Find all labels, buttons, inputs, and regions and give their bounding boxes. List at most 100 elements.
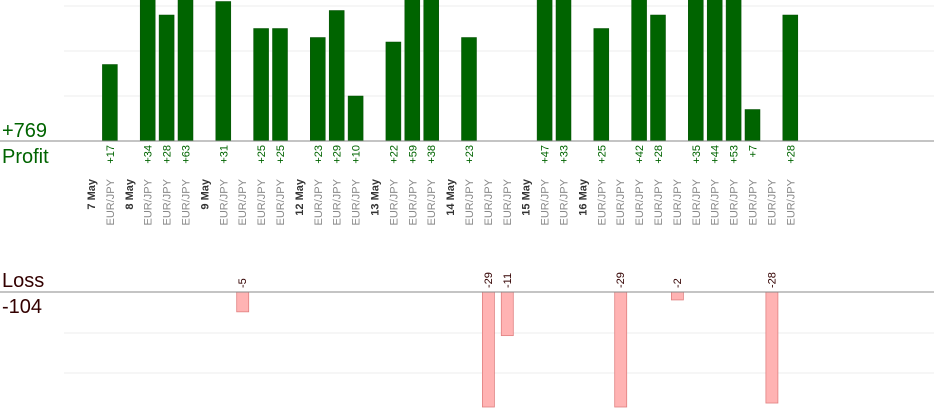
profit-bar: [650, 14, 666, 142]
profit-value-label: +25: [256, 145, 268, 164]
pair-label: EUR/JPY: [464, 178, 476, 225]
loss-bar: [236, 291, 250, 313]
loss-value-label: -5: [237, 278, 249, 288]
profit-value-label: +7: [748, 145, 760, 158]
pair-label: EUR/JPY: [162, 178, 174, 225]
pair-label: EUR/JPY: [105, 178, 117, 225]
profit-bar: [328, 10, 345, 142]
profit-value-label: +42: [634, 145, 646, 164]
profit-bar: [139, 0, 156, 142]
profit-bar: [310, 37, 326, 142]
loss-value-label: -28: [766, 272, 778, 288]
profit-value-label: +23: [313, 145, 325, 164]
profit-bar: [177, 0, 194, 142]
profit-value-label: +53: [729, 145, 741, 164]
pair-label: EUR/JPY: [275, 178, 287, 225]
pair-label: EUR/JPY: [143, 178, 155, 225]
profit-value-label: +29: [332, 145, 344, 164]
profit-bar: [536, 0, 553, 142]
pair-label: EUR/JPY: [559, 178, 571, 225]
profit-value-label: +23: [464, 145, 476, 164]
loss-total: -104: [2, 296, 42, 318]
profit-bar: [688, 0, 704, 142]
loss-bar: [671, 291, 684, 301]
pair-label: EUR/JPY: [710, 178, 722, 225]
profit-bar: [631, 0, 647, 142]
day-label: 8 May: [124, 178, 136, 209]
pair-label: EUR/JPY: [691, 178, 703, 225]
profit-label: Profit: [2, 146, 49, 168]
day-label: 13 May: [370, 178, 382, 216]
profit-bar: [385, 41, 402, 142]
profit-value-label: +28: [653, 145, 665, 164]
pair-label: EUR/JPY: [388, 178, 400, 225]
pair-label: EUR/JPY: [237, 178, 249, 225]
pair-label: EUR/JPY: [615, 178, 627, 225]
pair-label: EUR/JPY: [483, 178, 495, 225]
profit-value-label: +59: [407, 145, 419, 164]
loss-value-label: -29: [615, 272, 627, 288]
labels-layer: 7 May EUR/JPY +17 8 May EUR/JPY +34 EUR/JPY +28…: [86, 145, 797, 288]
pair-label: EUR/JPY: [181, 178, 193, 225]
loss-bar: [765, 291, 779, 404]
pair-label: EUR/JPY: [426, 178, 438, 225]
pair-label: EUR/JPY: [351, 178, 363, 225]
day-label: 7 May: [86, 178, 98, 209]
profit-grid: [64, 5, 934, 97]
profit-bar: [555, 0, 572, 142]
profit-value-label: +47: [540, 145, 552, 164]
profit-value-label: +33: [559, 145, 571, 164]
pair-label: EUR/JPY: [256, 178, 268, 225]
bars-layer: [102, 0, 799, 408]
pair-label: EUR/JPY: [313, 178, 325, 225]
profit-bar: [423, 0, 439, 142]
pair-label: EUR/JPY: [672, 178, 684, 225]
profit-bar: [725, 0, 742, 142]
profit-bar: [461, 37, 477, 142]
pair-label: EUR/JPY: [407, 178, 419, 225]
profit-value-label: +35: [691, 145, 703, 164]
profit-bar: [706, 0, 723, 142]
loss-bar: [500, 291, 514, 337]
loss-value-label: -11: [502, 273, 514, 288]
profit-value-label: +28: [785, 145, 797, 164]
profit-bar: [404, 0, 421, 142]
profit-bar: [215, 1, 232, 142]
profit-value-label: +10: [351, 145, 363, 164]
loss-value-label: -2: [672, 278, 684, 288]
profit-total: +769: [2, 120, 47, 142]
profit-value-label: +25: [596, 145, 608, 164]
pair-label: EUR/JPY: [729, 178, 741, 225]
loss-bar: [481, 291, 495, 408]
pair-label: EUR/JPY: [653, 178, 665, 225]
pair-label: EUR/JPY: [785, 178, 797, 225]
profit-value-label: +28: [162, 145, 174, 164]
profit-value-label: +25: [275, 145, 287, 164]
profit-value-label: +38: [426, 145, 438, 164]
profit-value-label: +31: [218, 145, 230, 164]
pair-label: EUR/JPY: [766, 178, 778, 225]
profit-bar: [158, 14, 175, 142]
profit-bar: [347, 95, 364, 142]
pair-label: EUR/JPY: [748, 178, 760, 225]
loss-bar: [614, 291, 628, 408]
profit-value-label: +17: [105, 145, 117, 164]
day-label: 14 May: [445, 178, 457, 216]
loss-label: Loss: [2, 270, 44, 292]
profit-bar: [593, 28, 610, 142]
profit-bar: [744, 109, 761, 142]
profit-bar: [253, 28, 269, 142]
pair-label: EUR/JPY: [596, 178, 608, 225]
day-label: 9 May: [199, 178, 211, 209]
profit-bar: [782, 14, 799, 142]
profit-value-label: +34: [143, 145, 155, 164]
pair-label: EUR/JPY: [540, 178, 552, 225]
pair-label: EUR/JPY: [502, 178, 514, 225]
pair-label: EUR/JPY: [634, 178, 646, 225]
profit-bar: [102, 64, 118, 142]
day-label: 16 May: [577, 178, 589, 216]
profit-value-label: +22: [388, 145, 400, 164]
pair-label: EUR/JPY: [332, 178, 344, 225]
profit-value-label: +63: [181, 145, 193, 164]
